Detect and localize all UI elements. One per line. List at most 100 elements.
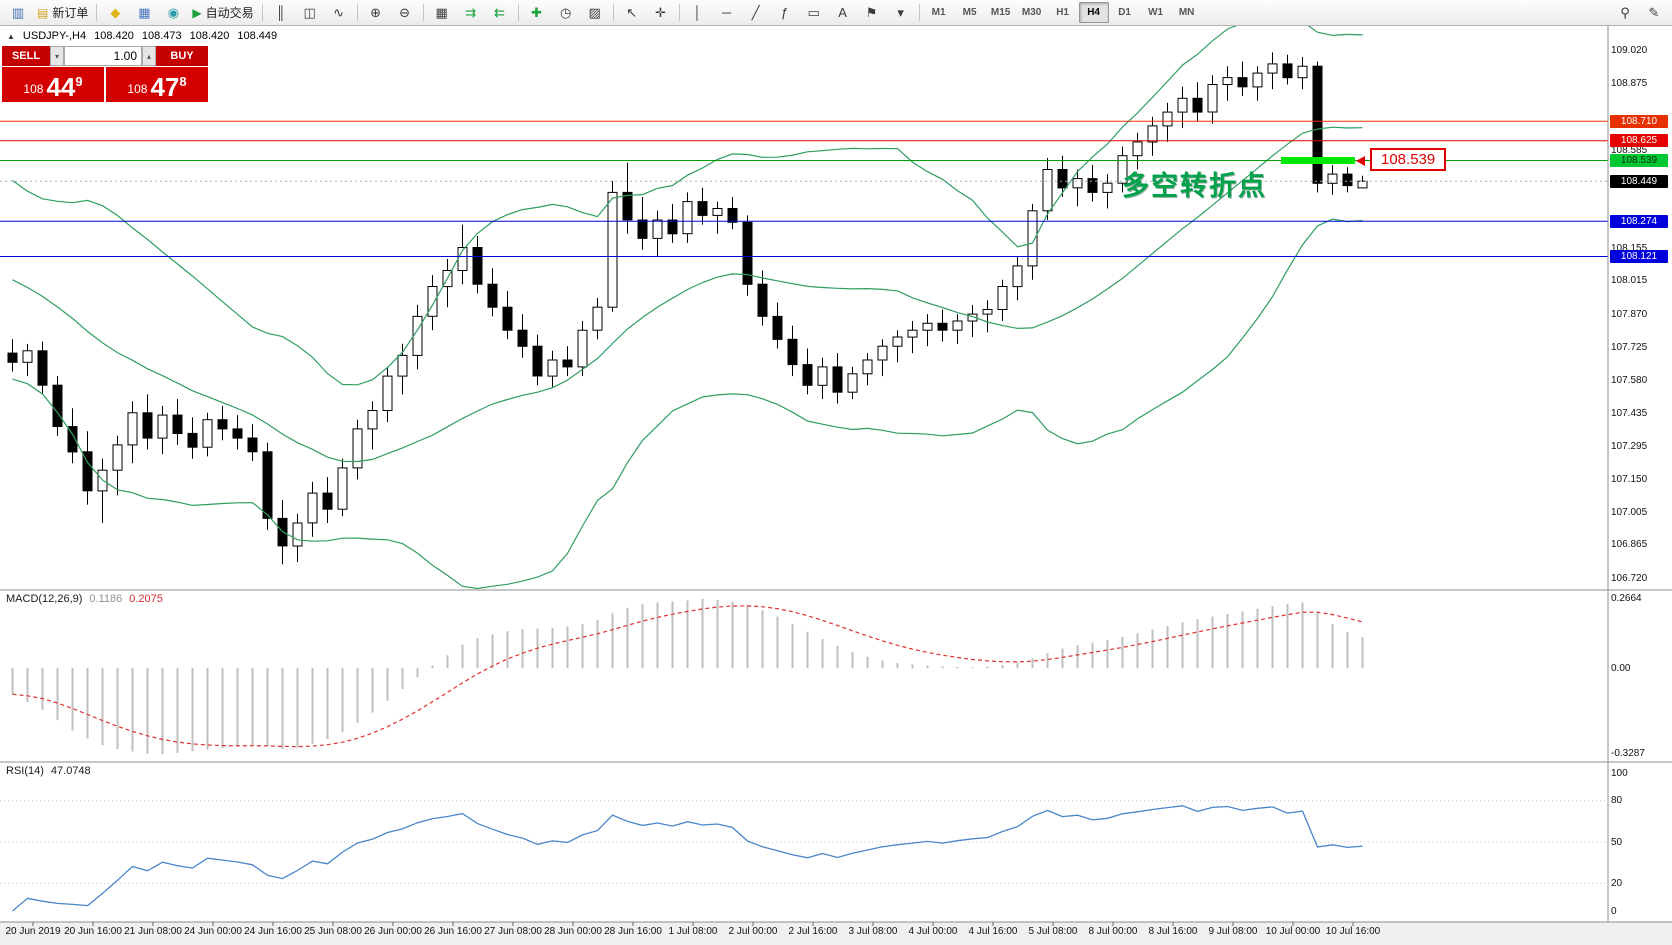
cursor-icon: ↖ bbox=[626, 5, 638, 20]
buy-price-big: 47 bbox=[150, 72, 180, 102]
timeframe-m15[interactable]: M15 bbox=[990, 7, 1011, 18]
toolbar-separator bbox=[96, 4, 98, 21]
data-window-button[interactable]: ◉ bbox=[159, 2, 187, 24]
periods-button[interactable]: ◷ bbox=[552, 2, 580, 24]
price-axis[interactable]: 109.020 108.875 108.585 108.155 108.015 107.8… bbox=[1608, 0, 1672, 945]
buy-price-base: 108 bbox=[127, 82, 148, 96]
metaeditor-button[interactable]: ◆ bbox=[101, 2, 129, 24]
chart-window-icon: ▥ bbox=[11, 5, 25, 20]
panel-collapse-icon[interactable]: ▲ bbox=[7, 31, 15, 41]
price-tick: 108.585 bbox=[1611, 144, 1648, 156]
cursor-button[interactable]: ↖ bbox=[618, 2, 646, 24]
rsi-tick: 0 bbox=[1611, 905, 1617, 917]
zoom-in-button[interactable]: ⊕ bbox=[362, 2, 390, 24]
time-label: 28 Jun 16:00 bbox=[604, 926, 662, 937]
bar-chart-icon: ║ bbox=[276, 5, 286, 20]
buy-button[interactable]: 108 47 8 bbox=[106, 67, 208, 102]
time-label: 28 Jun 00:00 bbox=[544, 926, 602, 937]
indicators-button[interactable]: ✚ bbox=[523, 2, 551, 24]
timeframe-h1[interactable]: H1 bbox=[1056, 7, 1069, 18]
timeframe-h4[interactable]: H4 bbox=[1078, 2, 1109, 23]
time-label: 8 Jul 16:00 bbox=[1148, 926, 1198, 937]
fibonacci-button[interactable]: ƒ bbox=[771, 2, 799, 24]
buy-price-sup: 8 bbox=[179, 74, 187, 89]
arrows-button[interactable]: ⚑ bbox=[858, 2, 886, 24]
time-label: 20 Jun 2019 bbox=[5, 926, 61, 937]
rsi-tick: 50 bbox=[1611, 836, 1623, 848]
time-label: 2 Jul 16:00 bbox=[788, 926, 838, 937]
time-label: 24 Jun 00:00 bbox=[184, 926, 242, 937]
chart-window-button[interactable]: ▥ bbox=[4, 2, 32, 24]
time-axis[interactable]: 20 Jun 2019 20 Jun 16:00 21 Jun 08:00 24 Ju… bbox=[0, 922, 1672, 945]
autotrading-icon: ▶ bbox=[192, 5, 202, 20]
macd-tick: 0.2664 bbox=[1611, 593, 1642, 605]
symbol-period-label: USDJPY-,H4 bbox=[22, 30, 87, 42]
tile-windows-button[interactable]: ▦ bbox=[428, 2, 456, 24]
text-button[interactable]: A bbox=[829, 2, 857, 24]
candlestick-chart-button[interactable]: ◫ bbox=[296, 2, 324, 24]
templates-button[interactable]: ▨ bbox=[581, 2, 609, 24]
toolbar-separator bbox=[612, 4, 614, 21]
timeframe-d1[interactable]: D1 bbox=[1118, 7, 1131, 18]
templates-icon: ▨ bbox=[588, 5, 601, 20]
sell-price-base: 108 bbox=[23, 82, 44, 96]
crosshair-icon: ✛ bbox=[655, 5, 667, 20]
timeframe-mn[interactable]: MN bbox=[1178, 7, 1195, 18]
price-tick: 107.870 bbox=[1611, 308, 1648, 320]
annotation-text[interactable]: 多空转折点 bbox=[1122, 171, 1267, 201]
objects-dropdown[interactable]: ▾ bbox=[887, 2, 915, 24]
level-price-badge: 108.710 bbox=[1610, 114, 1668, 128]
text-icon: A bbox=[838, 5, 847, 20]
timeframe-m1[interactable]: M1 bbox=[931, 7, 946, 18]
line-chart-icon: ∿ bbox=[333, 5, 345, 20]
price-callout[interactable]: 108.539 bbox=[1370, 148, 1447, 171]
buy-header[interactable]: BUY bbox=[156, 46, 208, 66]
quick-edit-button[interactable]: ✎ bbox=[1640, 2, 1668, 24]
autotrading-button[interactable]: ▶ 自动交易 bbox=[188, 2, 257, 24]
market-watch-button[interactable]: ▦ bbox=[130, 2, 158, 24]
time-label: 27 Jun 08:00 bbox=[484, 926, 542, 937]
toolbar-separator bbox=[261, 4, 263, 21]
vertical-line-button[interactable]: │ bbox=[684, 2, 712, 24]
search-button[interactable]: ⚲ bbox=[1611, 2, 1639, 24]
shapes-button[interactable]: ▭ bbox=[800, 2, 828, 24]
sell-header[interactable]: SELL bbox=[2, 46, 50, 66]
auto-scroll-button[interactable]: ⇉ bbox=[457, 2, 485, 24]
timeframe-w1[interactable]: W1 bbox=[1148, 7, 1164, 18]
chart-shift-button[interactable]: ⇇ bbox=[486, 2, 514, 24]
fibonacci-icon: ƒ bbox=[780, 5, 789, 20]
price-tick: 107.580 bbox=[1611, 375, 1648, 387]
sell-button[interactable]: 108 44 9 bbox=[2, 67, 104, 102]
level-price-badge: 108.121 bbox=[1610, 250, 1668, 263]
trendline-button[interactable]: ╱ bbox=[742, 2, 770, 24]
crosshair-button[interactable]: ✛ bbox=[647, 2, 675, 24]
new-order-button[interactable]: ▤ 新订单 bbox=[33, 2, 92, 24]
time-label: 10 Jul 00:00 bbox=[1265, 926, 1321, 937]
chart-shift-icon: ⇇ bbox=[494, 5, 506, 20]
level-price-badge: 108.274 bbox=[1610, 214, 1668, 228]
volume-increase-button[interactable]: ▴ bbox=[142, 46, 156, 66]
callout-arrow-icon bbox=[1356, 156, 1365, 166]
price-tick: 108.155 bbox=[1611, 243, 1648, 255]
horizontal-line-button[interactable]: ─ bbox=[713, 2, 741, 24]
time-label: 26 Jun 00:00 bbox=[364, 926, 422, 937]
ohlc-close: 108.449 bbox=[237, 30, 278, 42]
volume-input[interactable] bbox=[64, 46, 142, 66]
timeframe-m5[interactable]: M5 bbox=[962, 7, 977, 18]
line-chart-button[interactable]: ∿ bbox=[325, 2, 353, 24]
volume-decrease-button[interactable]: ▾ bbox=[50, 46, 64, 66]
timeframe-m30[interactable]: M30 bbox=[1021, 7, 1042, 18]
rsi-tick: 20 bbox=[1611, 877, 1623, 889]
macd-label: MACD(12,26,9) bbox=[6, 593, 83, 605]
macd-tick: 0.00 bbox=[1611, 662, 1631, 674]
price-tick: 107.435 bbox=[1611, 408, 1648, 420]
zoom-out-button[interactable]: ⊖ bbox=[391, 2, 419, 24]
time-label: 10 Jul 16:00 bbox=[1325, 926, 1381, 937]
bar-chart-button[interactable]: ║ bbox=[267, 2, 295, 24]
one-click-trading-panel: SELL ▾ ▴ BUY 108 44 9 108 47 8 bbox=[2, 46, 208, 102]
price-tick: 107.725 bbox=[1611, 341, 1648, 353]
objects-icon: ▾ bbox=[897, 5, 904, 20]
price-tick: 107.005 bbox=[1611, 507, 1648, 519]
candlestick-chart-icon: ◫ bbox=[303, 5, 316, 20]
